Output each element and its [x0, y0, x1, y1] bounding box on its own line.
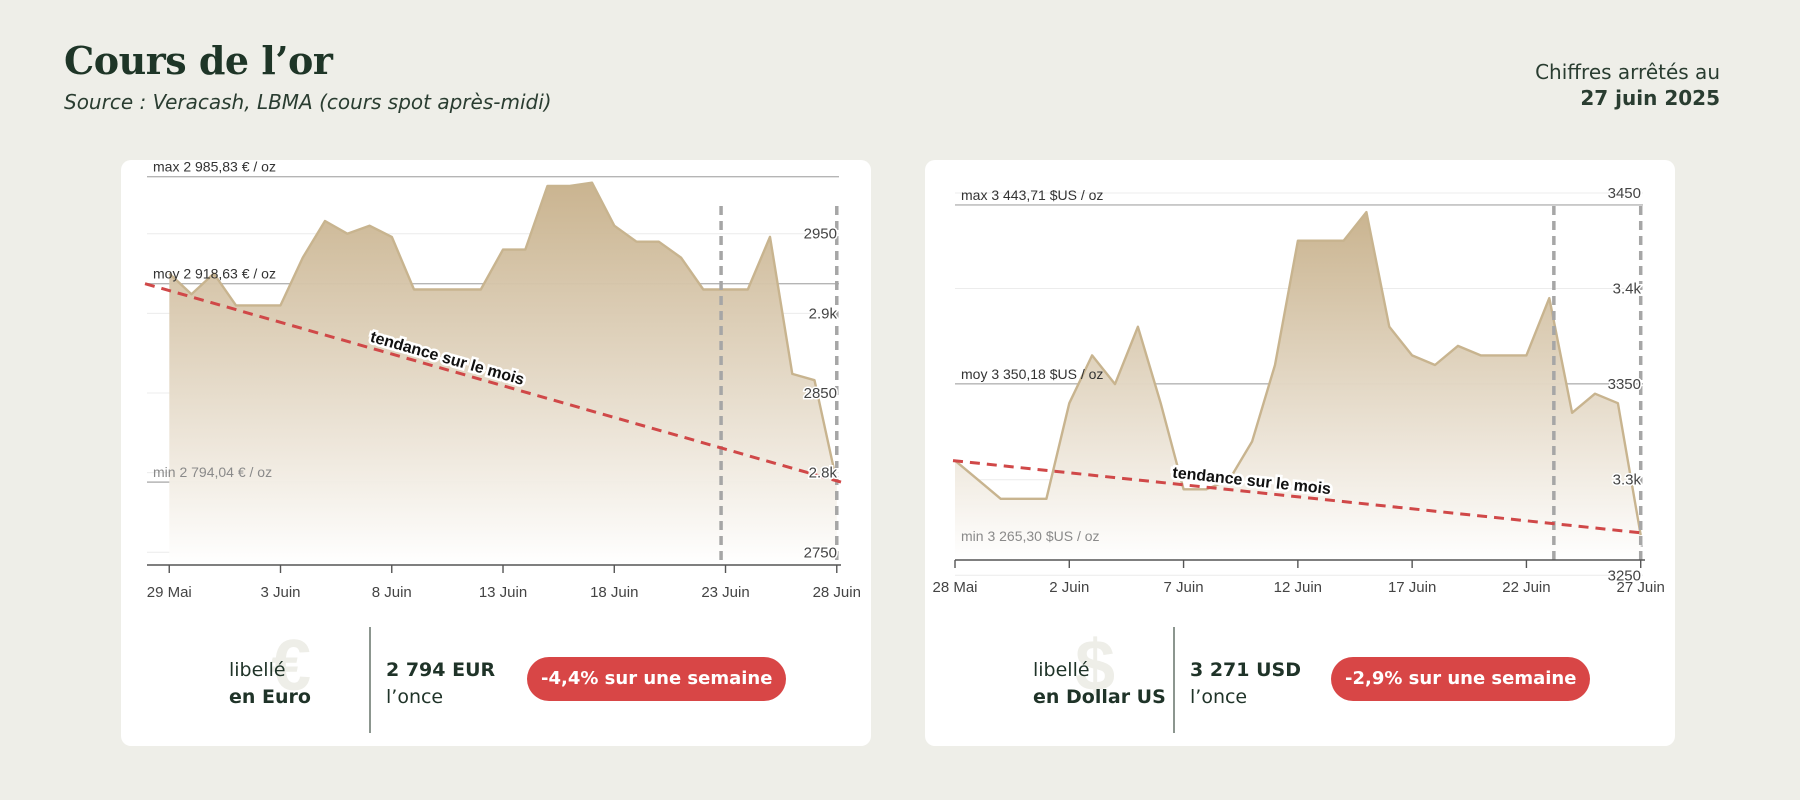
reference-label-avg: moy 3 350,18 $US / oz	[961, 366, 1103, 382]
y-tick-label: 3350	[1608, 376, 1641, 393]
x-tick-label: 22 Juin	[1502, 579, 1550, 596]
y-tick-label: 2750	[804, 544, 837, 561]
chart-dollar: max 3 443,71 $US / oz moy 3 350,18 $US / …	[932, 183, 1665, 596]
chart-card-dollar: max 3 443,71 $US / oz moy 3 350,18 $US / …	[925, 160, 1675, 746]
trend-line	[144, 282, 842, 484]
trend-line	[952, 459, 1646, 535]
price-value: 2 794 EUR	[386, 659, 496, 681]
reference-label-min: min 3 265,30 $US / oz	[961, 528, 1100, 544]
y-tick-label: 2.9k	[809, 305, 838, 322]
currency-label-line1: libellé	[1033, 659, 1090, 681]
currency-label-line2: en Dollar US	[1033, 686, 1166, 708]
x-tick-label: 17 Juin	[1388, 579, 1436, 596]
weekly-change-badge: -2,9% sur une semaine	[1331, 657, 1591, 701]
reference-label-avg: moy 2 918,63 € / oz	[153, 266, 276, 282]
divider	[1173, 627, 1175, 733]
y-tick-label: 3450	[1608, 185, 1641, 202]
x-tick-label: 7 Juin	[1164, 579, 1204, 596]
currency-label-line1: libellé	[229, 659, 286, 681]
date-value: 27 juin 2025	[1580, 86, 1720, 110]
price-area	[169, 182, 837, 565]
x-tick-label: 28 Mai	[932, 579, 977, 596]
x-tick-label: 3 Juin	[260, 584, 300, 601]
weekly-change-badge: -4,4% sur une semaine	[527, 657, 787, 701]
page-subtitle: Source : Veracash, LBMA (cours spot aprè…	[64, 90, 552, 114]
currency-label-line2: en Euro	[229, 686, 311, 708]
x-tick-label: 27 Juin	[1617, 579, 1665, 596]
chart-card-euro: max 2 985,83 € / oz moy 2 918,63 € / oz mi…	[121, 160, 871, 746]
date-block: Chiffres arrêtés au 27 juin 2025	[1535, 60, 1720, 110]
y-tick-label: 2850	[804, 385, 837, 402]
price-line	[168, 181, 838, 483]
currency-label: libellé en Dollar US	[1033, 657, 1166, 711]
x-tick-label: 29 Mai	[147, 584, 192, 601]
page-title: Cours de l’or	[64, 38, 333, 83]
price-unit: l’once	[386, 686, 444, 708]
price-area	[955, 212, 1641, 560]
price-block: 3 271 USD l’once	[1190, 657, 1301, 711]
reference-label-min: min 2 794,04 € / oz	[153, 464, 272, 480]
y-tick-label: 3250	[1608, 567, 1641, 584]
x-tick-label: 28 Juin	[813, 584, 861, 601]
date-label: Chiffres arrêtés au	[1535, 60, 1720, 84]
x-tick-label: 12 Juin	[1274, 579, 1322, 596]
reference-label-max: max 3 443,71 $US / oz	[961, 187, 1103, 203]
dollar-symbol-icon: $	[1075, 626, 1116, 706]
divider	[369, 627, 371, 733]
price-unit: l’once	[1190, 686, 1248, 708]
price-line	[954, 210, 1642, 536]
y-tick-label: 3.4k	[1613, 281, 1642, 298]
price-value: 3 271 USD	[1190, 659, 1301, 681]
x-tick-label: 18 Juin	[590, 584, 638, 601]
x-tick-label: 23 Juin	[701, 584, 749, 601]
x-tick-label: 2 Juin	[1049, 579, 1089, 596]
x-tick-label: 13 Juin	[479, 584, 527, 601]
x-tick-label: 8 Juin	[372, 584, 412, 601]
y-tick-label: 2950	[804, 226, 837, 243]
currency-label: libellé en Euro	[229, 657, 311, 711]
y-tick-label: 2.8k	[809, 465, 838, 482]
euro-symbol-icon: €	[271, 626, 312, 706]
summary-euro: € libellé en Euro 2 794 EUR l’once -4,4%…	[121, 615, 871, 733]
price-block: 2 794 EUR l’once	[386, 657, 495, 711]
chart-euro: max 2 985,83 € / oz moy 2 918,63 € / oz mi…	[144, 160, 861, 601]
y-tick-label: 3.3k	[1613, 472, 1642, 489]
reference-label-max: max 2 985,83 € / oz	[153, 160, 276, 175]
summary-dollar: $ libellé en Dollar US 3 271 USD l’once …	[925, 615, 1675, 733]
